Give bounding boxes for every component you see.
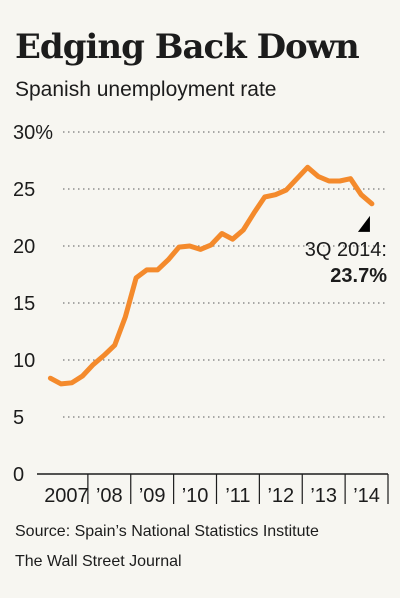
- series-points: [48, 165, 375, 387]
- chart-title: Edging Back Down: [15, 27, 360, 67]
- y-tick-label: 20: [13, 236, 35, 258]
- x-tick-label: ’14: [353, 485, 380, 507]
- annotation-pointer: [357, 215, 370, 232]
- x-tick-label: 2007: [44, 485, 89, 507]
- y-axis-tick-labels: 0 5 10 15 20 25 30%: [13, 122, 53, 486]
- x-tick-label: ’11: [225, 485, 250, 507]
- y-tick-label: 15: [13, 293, 35, 315]
- credit-line: The Wall Street Journal: [15, 553, 182, 570]
- series-line-unemployment-rate: [47, 164, 375, 387]
- source-note: Source: Spain’s National Statistics Inst…: [15, 523, 319, 540]
- chart-subtitle: Spanish unemployment rate: [15, 78, 277, 101]
- y-tick-label: 25: [13, 179, 35, 201]
- y-tick-label: 0: [13, 464, 24, 486]
- x-tick-label: ’09: [139, 485, 166, 507]
- x-tick-label: ’12: [267, 485, 294, 507]
- x-tick-label: ’08: [96, 485, 123, 507]
- y-tick-label: 10: [13, 350, 35, 372]
- annotation-label: 3Q 2014:: [305, 239, 387, 261]
- x-axis: 2007 ’08 ’09 ’10 ’11 ’12 ’13 ’14: [37, 473, 389, 507]
- x-tick-label: ’10: [182, 485, 209, 507]
- y-tick-label: 30%: [13, 122, 53, 144]
- gridlines: [63, 131, 388, 418]
- x-tick-label: ’13: [310, 485, 337, 507]
- annotation-value: 23.7%: [330, 265, 387, 287]
- y-tick-label: 5: [13, 407, 24, 429]
